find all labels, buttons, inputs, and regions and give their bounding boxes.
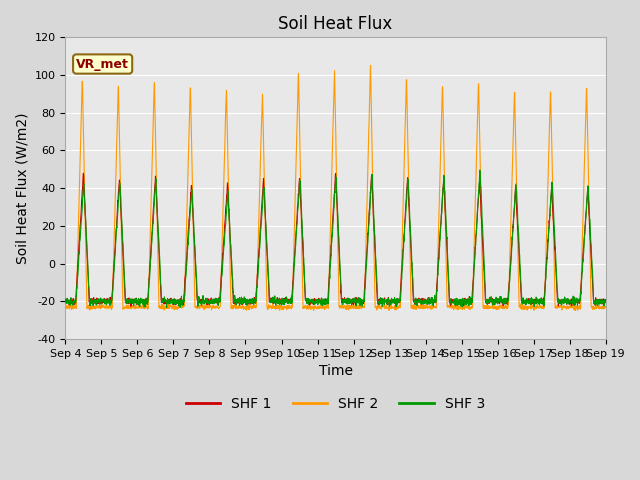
SHF 1 — [61, 298, 69, 303]
SHF 2 — [554, 302, 562, 308]
SHF 3 — [554, 299, 562, 305]
SHF 3 — [476, 167, 484, 173]
SHF 1 — [554, 298, 562, 303]
SHF 1 — [570, 297, 577, 303]
Y-axis label: Soil Heat Flux (W/m2): Soil Heat Flux (W/m2) — [15, 112, 29, 264]
SHF 3 — [602, 298, 609, 304]
SHF 1 — [127, 303, 135, 309]
Line: SHF 3: SHF 3 — [65, 170, 605, 307]
SHF 1 — [602, 298, 609, 303]
SHF 2 — [363, 219, 371, 225]
SHF 2 — [367, 63, 374, 69]
SHF 2 — [212, 303, 220, 309]
SHF 3 — [351, 300, 359, 305]
Legend: SHF 1, SHF 2, SHF 3: SHF 1, SHF 2, SHF 3 — [180, 391, 491, 417]
SHF 2 — [572, 308, 579, 313]
SHF 3 — [570, 293, 577, 299]
SHF 2 — [61, 305, 69, 311]
SHF 1 — [212, 298, 220, 304]
SHF 3 — [493, 298, 500, 304]
SHF 3 — [363, 256, 371, 262]
SHF 1 — [493, 300, 500, 306]
Line: SHF 1: SHF 1 — [65, 173, 605, 306]
SHF 3 — [177, 304, 184, 310]
SHF 1 — [79, 170, 87, 176]
Line: SHF 2: SHF 2 — [65, 66, 605, 311]
X-axis label: Time: Time — [319, 364, 353, 378]
Title: Soil Heat Flux: Soil Heat Flux — [278, 15, 393, 33]
SHF 1 — [364, 246, 371, 252]
SHF 2 — [493, 305, 500, 311]
SHF 2 — [351, 305, 358, 311]
SHF 3 — [61, 299, 69, 304]
SHF 1 — [351, 299, 359, 305]
SHF 2 — [569, 304, 577, 310]
SHF 2 — [602, 304, 609, 310]
SHF 3 — [212, 296, 220, 301]
Text: VR_met: VR_met — [76, 58, 129, 71]
